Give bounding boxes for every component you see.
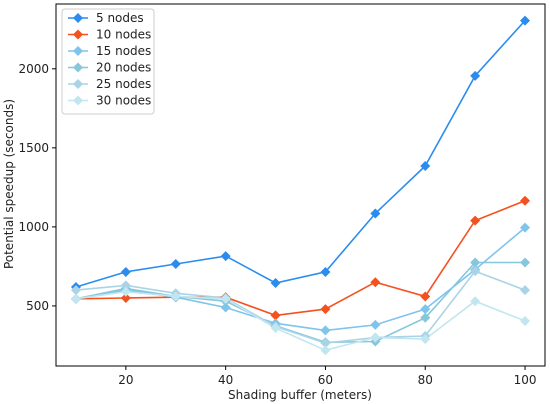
series-6-point	[370, 332, 381, 343]
series-3-point	[420, 304, 431, 315]
series-3-point	[370, 319, 381, 330]
series-6-point	[470, 296, 481, 307]
series-1-point	[520, 15, 531, 26]
series-4-point	[470, 257, 481, 268]
series-6-point	[70, 293, 81, 304]
series-3-point	[520, 222, 531, 233]
series-2-point	[520, 195, 531, 206]
series-1-point	[420, 161, 431, 172]
y-tick-label: 1500	[18, 141, 49, 155]
y-tick-label: 1000	[18, 220, 49, 234]
series-6-point	[420, 334, 431, 345]
series-2-point	[270, 310, 281, 321]
legend-label: 20 nodes	[96, 61, 151, 75]
legend-marker	[73, 62, 83, 73]
series-line-5	[75, 270, 526, 344]
series-line-4	[75, 261, 525, 344]
series-6-point	[320, 345, 331, 356]
y-tick-label: 500	[26, 299, 49, 313]
series-4-point	[420, 312, 431, 323]
series-5-point	[520, 285, 531, 296]
legend-label: 5 nodes	[96, 11, 144, 25]
series-2-point	[320, 304, 331, 315]
series-5-point	[70, 285, 81, 296]
series-6-point	[120, 286, 131, 297]
series-2-point	[120, 293, 131, 304]
series-3-point	[220, 302, 231, 313]
series-1-point	[370, 208, 381, 219]
x-tick-label: 60	[318, 373, 333, 387]
series-1-point	[220, 251, 231, 262]
series-6-point	[270, 323, 281, 334]
y-axis-label: Potential speedup (seconds)	[2, 99, 16, 269]
series-line-2	[75, 200, 526, 317]
series-1-point	[120, 266, 131, 277]
series-5-point	[120, 280, 131, 291]
series-6-point	[220, 293, 231, 304]
plot-area: 20 40 60 80 100 500 1000 1500 2000 5 nodes 10 node…	[18, 3, 546, 387]
series-1-point	[320, 266, 331, 277]
series-2-point	[420, 291, 431, 302]
series-6-point	[520, 315, 531, 326]
legend-marker	[73, 13, 83, 23]
legend-label: 10 nodes	[96, 28, 151, 42]
series-6-point	[170, 291, 181, 302]
x-tick-label: 100	[514, 373, 537, 387]
series-5-point	[320, 338, 331, 349]
x-axis-label: Shading buffer (meters)	[228, 388, 372, 402]
legend-label: 25 nodes	[96, 77, 151, 91]
legend-label: 15 nodes	[96, 44, 151, 58]
y-tick-label: 2000	[18, 62, 49, 76]
legend-label: 30 nodes	[96, 94, 151, 108]
x-tick-label: 80	[418, 373, 433, 387]
axes-frame	[55, 3, 546, 367]
series-5-point	[470, 266, 481, 277]
series-4-point	[520, 257, 531, 268]
series-2-point	[470, 215, 481, 226]
legend-marker	[73, 79, 83, 89]
series-1-point	[170, 259, 181, 270]
series-1-point	[470, 70, 481, 81]
legend-marker	[73, 29, 83, 40]
series-3-point	[320, 325, 331, 336]
legend-marker	[73, 95, 83, 106]
series-2-point	[370, 277, 381, 288]
series-1-point	[270, 278, 281, 289]
x-tick-label: 40	[218, 373, 233, 387]
legend-marker	[73, 46, 83, 56]
series-line-6	[75, 290, 526, 352]
series-line-1	[75, 20, 526, 288]
x-tick-label: 20	[118, 373, 133, 387]
